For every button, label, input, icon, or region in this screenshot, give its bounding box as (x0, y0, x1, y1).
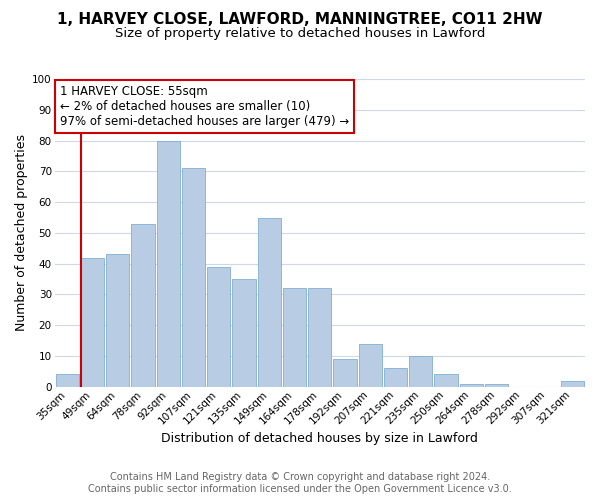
Bar (460, 384, 483, 387)
Bar (283, 288, 306, 387)
Bar (257, 218, 281, 387)
Bar (182, 168, 205, 387)
Bar (81, 258, 104, 387)
Bar (359, 344, 382, 387)
X-axis label: Distribution of detached houses by size in Lawford: Distribution of detached houses by size … (161, 432, 478, 445)
Bar (106, 254, 130, 387)
Bar (308, 288, 331, 387)
Bar (131, 224, 155, 387)
Text: 1 HARVEY CLOSE: 55sqm
← 2% of detached houses are smaller (10)
97% of semi-detac: 1 HARVEY CLOSE: 55sqm ← 2% of detached h… (60, 85, 349, 128)
Bar (334, 359, 356, 387)
Bar (434, 374, 458, 387)
Bar (157, 140, 180, 387)
Bar (561, 380, 584, 387)
Text: Contains HM Land Registry data © Crown copyright and database right 2024.: Contains HM Land Registry data © Crown c… (110, 472, 490, 482)
Bar (56, 374, 79, 387)
Bar (207, 267, 230, 387)
Text: Size of property relative to detached houses in Lawford: Size of property relative to detached ho… (115, 28, 485, 40)
Bar (232, 279, 256, 387)
Bar (384, 368, 407, 387)
Bar (485, 384, 508, 387)
Bar (409, 356, 433, 387)
Text: Contains public sector information licensed under the Open Government Licence v3: Contains public sector information licen… (88, 484, 512, 494)
Text: 1, HARVEY CLOSE, LAWFORD, MANNINGTREE, CO11 2HW: 1, HARVEY CLOSE, LAWFORD, MANNINGTREE, C… (57, 12, 543, 28)
Y-axis label: Number of detached properties: Number of detached properties (15, 134, 28, 332)
